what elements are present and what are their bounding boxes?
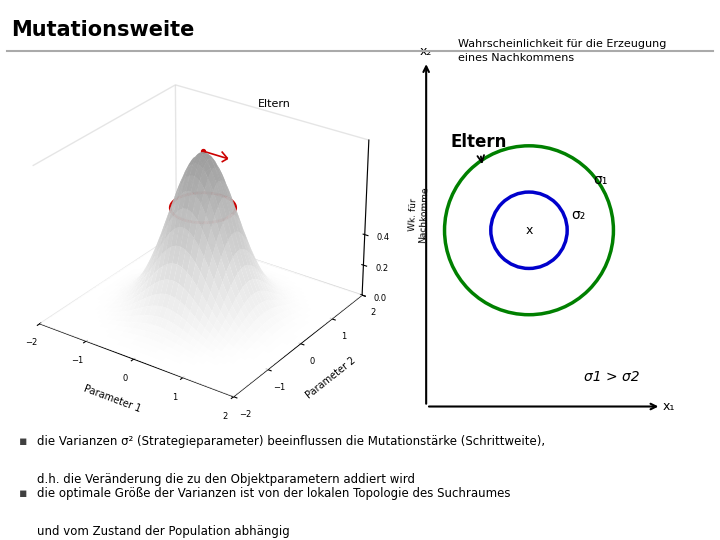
Text: d.h. die Veränderung die zu den Objektparametern addiert wird: d.h. die Veränderung die zu den Objektpa… bbox=[37, 474, 415, 487]
Text: Wahrscheinlichkeit für die Erzeugung
eines Nachkommens: Wahrscheinlichkeit für die Erzeugung ein… bbox=[458, 39, 666, 63]
Text: σ1 > σ2: σ1 > σ2 bbox=[583, 370, 639, 384]
Text: ▪: ▪ bbox=[19, 487, 28, 500]
Text: ▪: ▪ bbox=[19, 435, 28, 448]
Y-axis label: Parameter 2: Parameter 2 bbox=[304, 355, 358, 401]
Text: σ₁: σ₁ bbox=[593, 173, 608, 187]
Text: x₂: x₂ bbox=[420, 45, 432, 58]
Text: x₁: x₁ bbox=[662, 400, 675, 413]
Text: die Varianzen σ² (Strategieparameter) beeinflussen die Mutationstärke (Schrittwe: die Varianzen σ² (Strategieparameter) be… bbox=[37, 435, 546, 448]
Text: Mutationsweite: Mutationsweite bbox=[11, 19, 194, 40]
Text: σ₂: σ₂ bbox=[571, 208, 585, 222]
X-axis label: Parameter 1: Parameter 1 bbox=[82, 383, 142, 414]
Text: die optimale Größe der Varianzen ist von der lokalen Topologie des Suchraumes: die optimale Größe der Varianzen ist von… bbox=[37, 487, 511, 500]
Text: Eltern: Eltern bbox=[451, 133, 507, 162]
Text: und vom Zustand der Population abhängig: und vom Zustand der Population abhängig bbox=[37, 524, 290, 537]
Text: x: x bbox=[526, 224, 533, 237]
